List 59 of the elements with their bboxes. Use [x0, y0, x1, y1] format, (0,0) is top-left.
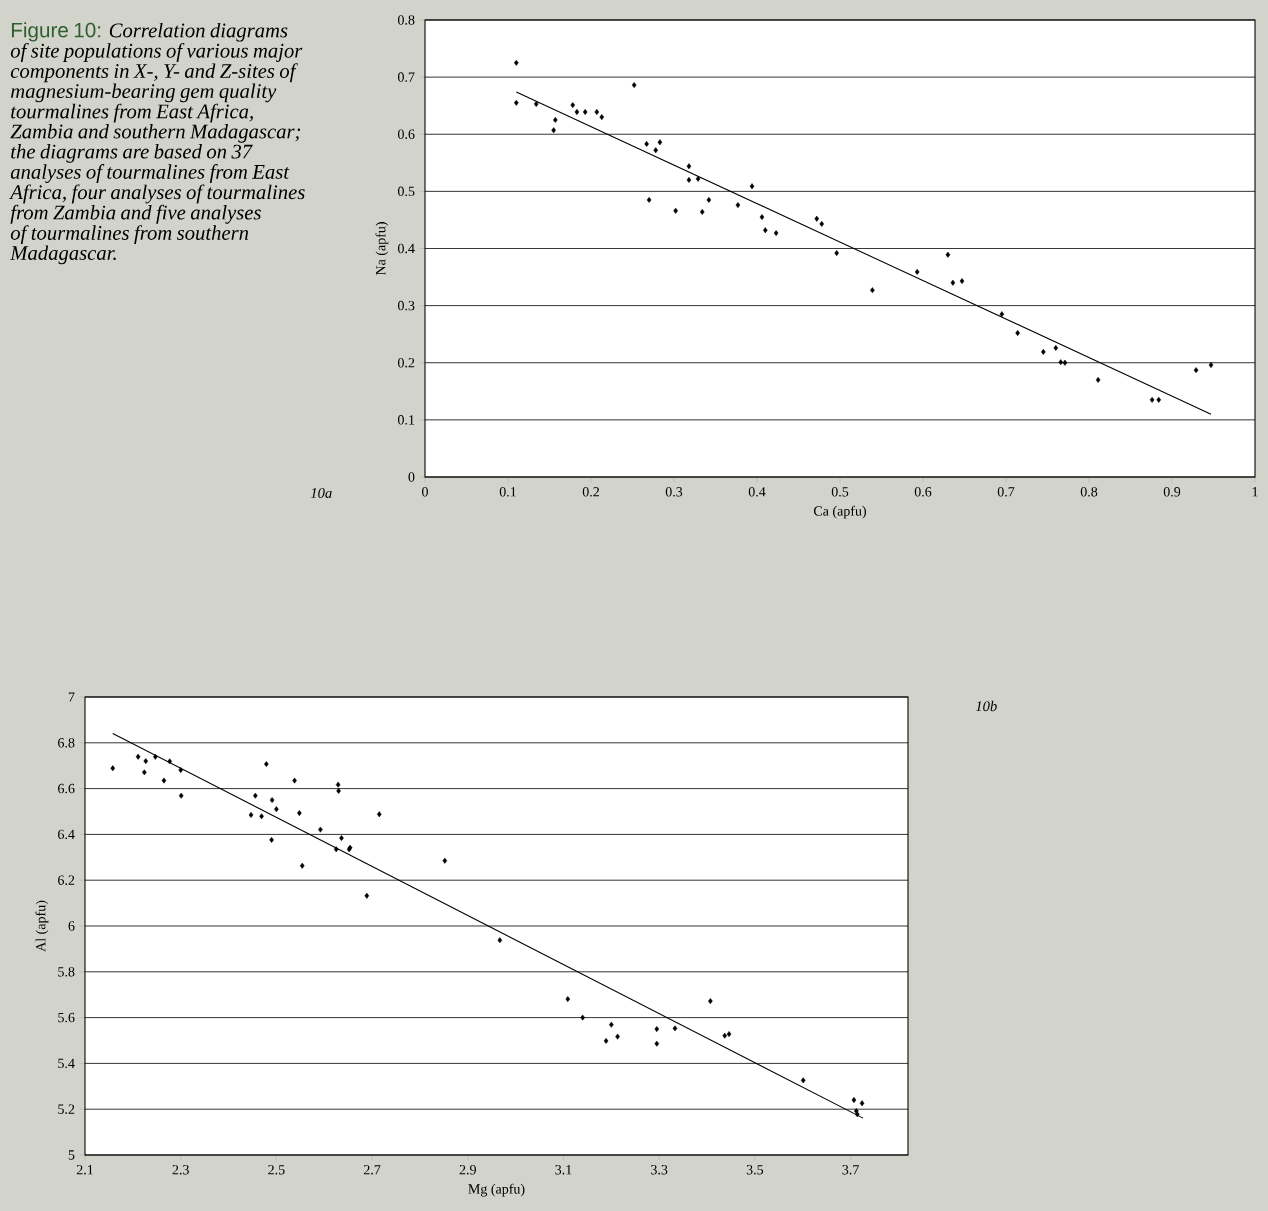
x-tick-label: 2.3 [172, 1165, 189, 1175]
x-tick-label: 2.1 [76, 1165, 93, 1175]
text: magnesium-bearing gem quality [11, 83, 277, 103]
y-tick-label: 0.6 [397, 129, 415, 139]
text: analyses of tourmalines from East [10, 164, 290, 184]
text: from Zambia and five analyses [10, 204, 261, 224]
y-tick-label: 0.7 [397, 72, 415, 82]
x-tick-label: 2.9 [459, 1165, 476, 1175]
text: 10b [975, 700, 997, 712]
x-axis-title: Ca (apfu) [813, 505, 867, 519]
text: Africa, four analyses of tourmalines [9, 184, 305, 204]
x-tick-label: 0.9 [1163, 487, 1181, 497]
x-tick-label: 0.8 [1080, 487, 1098, 497]
text: components in X-, Y- and Z-sites of [10, 63, 298, 83]
y-tick-label: 5.4 [58, 1058, 75, 1069]
y-axis-title: Na (apfu) [375, 222, 389, 276]
y-tick-label: 5.2 [58, 1104, 75, 1114]
y-tick-label: 5.8 [58, 967, 75, 977]
text: of site populations of various major [10, 42, 303, 62]
y-tick-label: 0.2 [397, 357, 415, 368]
x-tick-label: 0 [422, 487, 428, 497]
x-tick-label: 0.7 [997, 487, 1015, 497]
x-tick-label: 0.6 [914, 487, 932, 497]
x-tick-label: 0.3 [665, 487, 683, 497]
x-axis-title: Mg (apfu) [468, 1183, 525, 1197]
x-tick-label: 3.5 [746, 1165, 764, 1175]
text: the diagrams are based on 37 [11, 144, 253, 163]
text: Zambia and southern Madagascar; [10, 123, 301, 143]
x-tick-label: 1 [1252, 487, 1258, 497]
text: tourmalines from East Africa, [11, 103, 253, 123]
text: of tourmalines from southern [10, 225, 249, 245]
y-tick-label: 0.4 [397, 243, 415, 254]
y-tick-label: 0.5 [397, 186, 415, 197]
y-tick-label: 0.1 [397, 415, 415, 425]
y-tick-label: 7 [68, 692, 75, 702]
text: Correlation diagrams [109, 22, 288, 42]
y-tick-label: 6.2 [58, 875, 75, 885]
text: 10a [310, 488, 332, 498]
x-tick-label: 0.4 [748, 487, 766, 497]
x-tick-label: 2.7 [363, 1165, 381, 1175]
text: Figure 10: [11, 22, 101, 42]
x-tick-label: 3.1 [555, 1165, 572, 1175]
x-tick-label: 3.7 [842, 1165, 859, 1175]
y-tick-label: 6.6 [58, 783, 75, 794]
y-tick-label: 5 [68, 1150, 75, 1160]
x-tick-label: 3.3 [651, 1165, 668, 1175]
y-tick-label: 5.6 [58, 1012, 75, 1023]
x-tick-label: 0.5 [831, 487, 849, 497]
y-axis-title: Al (apfu) [35, 900, 49, 952]
x-tick-label: 2.5 [268, 1165, 285, 1175]
y-tick-label: 6 [68, 921, 75, 931]
y-tick-label: 0 [408, 472, 415, 482]
text: Madagascar. [10, 245, 116, 265]
y-tick-label: 6.4 [58, 829, 75, 840]
x-tick-label: 0.2 [582, 487, 599, 497]
x-tick-label: 0.1 [499, 487, 516, 497]
y-tick-label: 0.8 [397, 15, 415, 25]
y-tick-label: 0.3 [397, 300, 415, 311]
y-tick-label: 6.8 [58, 738, 75, 748]
